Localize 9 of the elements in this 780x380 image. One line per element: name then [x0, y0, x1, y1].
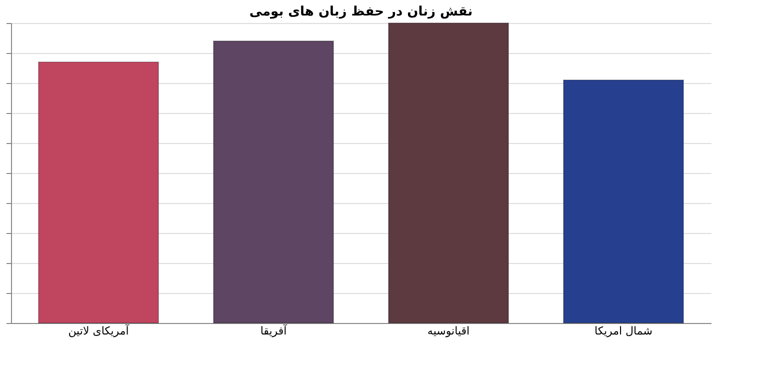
bar — [213, 40, 334, 324]
bar — [563, 80, 684, 324]
bar — [388, 22, 509, 324]
x-tick-label: آمریکای لاتین — [68, 324, 130, 338]
x-tick-label: اقیانوسیه — [427, 324, 470, 338]
x-tick-label: آفریقا — [260, 324, 288, 338]
bar — [38, 62, 159, 324]
x-tick-label: شمال امریکا — [594, 324, 652, 338]
chart-title: نقش زنان در حفظ زبان های بومی — [249, 4, 473, 20]
